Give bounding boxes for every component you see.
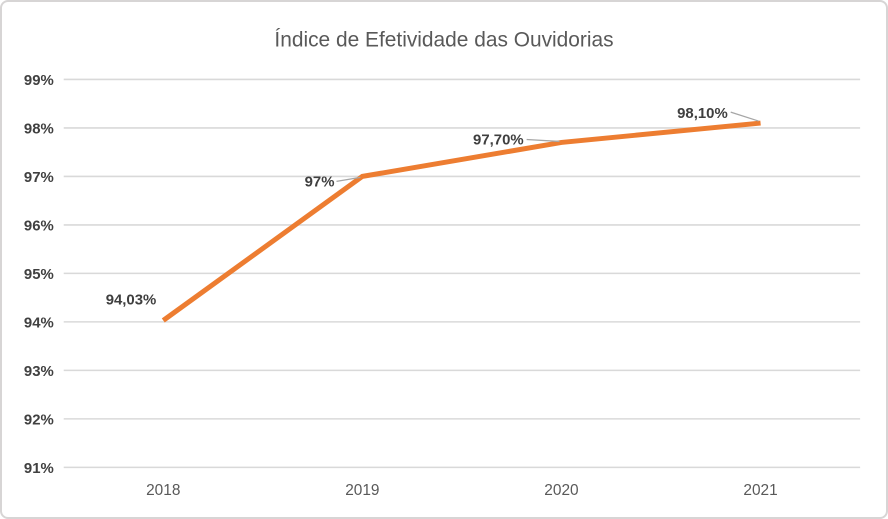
gridlines-layer: [63, 78, 861, 469]
y-axis-tick-label: 93%: [24, 364, 54, 380]
data-labels-layer: 94,03% 97% 97,70% 98,10%: [106, 106, 759, 309]
y-axis-tick-label: 94%: [24, 315, 54, 331]
data-label-leader-line: [336, 176, 361, 182]
data-label-leader-line: [526, 138, 560, 143]
data-label: 98,10%: [677, 106, 728, 122]
x-axis-label: 2019: [345, 482, 379, 499]
data-label: 94,03%: [106, 293, 157, 309]
x-axis-label: 2018: [146, 482, 180, 499]
data-label-leader-line: [730, 111, 759, 122]
chart-title: Índice de Efetividade das Ouvidorias: [274, 29, 613, 52]
axis-labels-layer: 99% 98% 97% 96% 95% 94% 93% 92% 91% 2018 2019 2020 2…: [24, 73, 778, 499]
series-line: [161, 120, 761, 323]
y-axis-tick-label: 97%: [24, 170, 54, 186]
x-axis-label: 2020: [544, 482, 578, 499]
y-axis-tick-label: 98%: [24, 121, 54, 137]
x-axis-label: 2021: [743, 482, 777, 499]
y-axis-tick-label: 96%: [24, 218, 54, 234]
y-axis-tick-label: 99%: [24, 73, 54, 89]
series-layer: [161, 120, 761, 323]
data-label: 97%: [305, 174, 335, 190]
y-axis-tick-label: 92%: [24, 412, 54, 428]
y-axis-tick-label: 95%: [24, 267, 54, 283]
data-label: 97,70%: [473, 132, 524, 148]
y-axis-tick-label: 91%: [24, 461, 54, 477]
